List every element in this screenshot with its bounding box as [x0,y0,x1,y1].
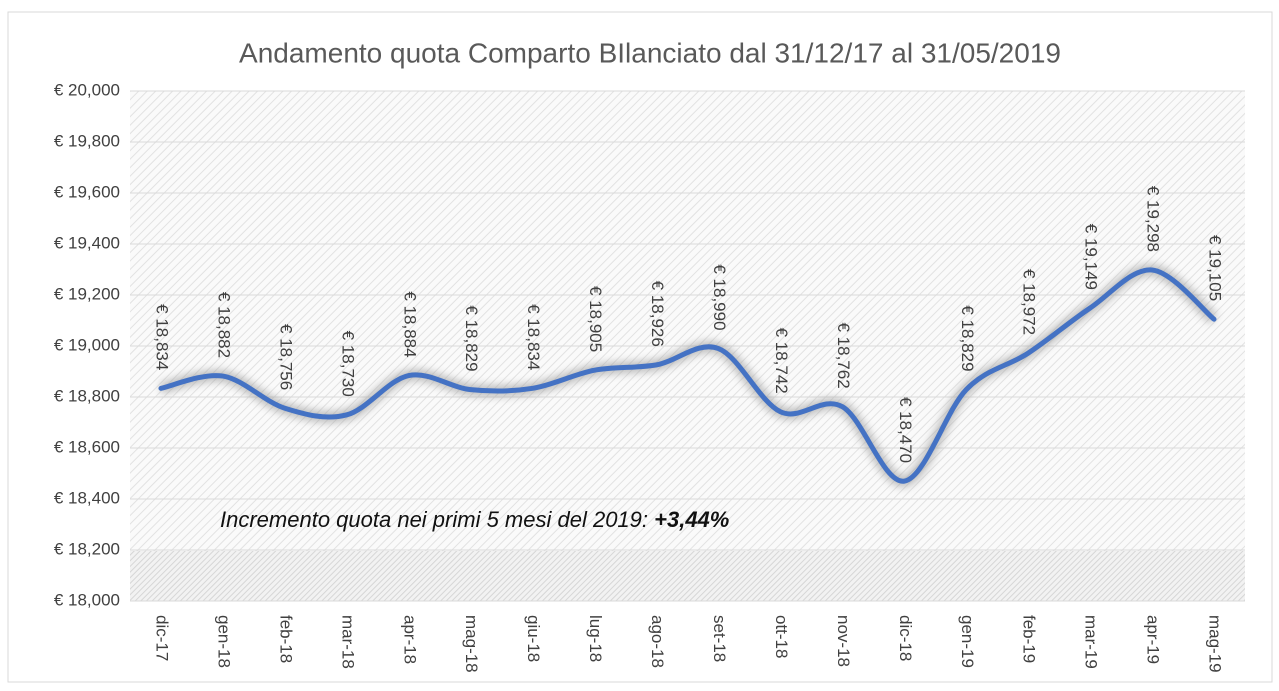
x-tick-label: feb-18 [276,615,295,663]
x-tick-label: mag-18 [462,615,481,673]
x-tick-label: dic-17 [152,615,171,661]
y-tick-label: € 18,400 [54,488,120,507]
data-label: € 18,884 [400,291,419,357]
x-tick-label: mag-19 [1206,615,1225,673]
x-tick-label: mar-18 [338,615,357,669]
y-tick-label: € 18,200 [54,539,120,558]
data-label: € 18,742 [772,328,791,394]
data-label: € 18,905 [586,286,605,352]
data-label: € 18,730 [338,331,357,397]
data-label: € 19,105 [1206,235,1225,301]
x-tick-label: apr-19 [1144,615,1163,664]
x-tick-label: nov-18 [834,615,853,667]
chart-title: Andamento quota Comparto BIlanciato dal … [239,37,1061,68]
data-label: € 19,149 [1082,224,1101,290]
annotation-highlight: +3,44% [654,507,729,532]
x-tick-label: ott-18 [772,615,791,658]
data-label: € 18,834 [524,304,543,370]
data-label: € 18,882 [214,292,233,358]
x-tick-label: dic-18 [896,615,915,661]
x-tick-label: apr-18 [400,615,419,664]
x-tick-label: feb-19 [1020,615,1039,663]
plot-background [130,91,1245,551]
y-tick-label: € 18,800 [54,386,120,405]
y-tick-label: € 20,000 [54,80,120,99]
y-tick-label: € 19,000 [54,335,120,354]
y-tick-label: € 19,400 [54,233,120,252]
y-tick-label: € 18,600 [54,437,120,456]
x-tick-label: gen-18 [214,615,233,668]
line [158,267,1217,484]
y-tick-label: € 19,800 [54,131,120,150]
x-tick-label: gen-19 [958,615,977,668]
data-label: € 18,990 [710,264,729,330]
x-tick-label: set-18 [710,615,729,662]
data-label: € 18,829 [462,305,481,371]
data-label: € 18,829 [958,305,977,371]
x-tick-label: mar-19 [1082,615,1101,669]
data-label: € 18,834 [152,304,171,370]
y-tick-label: € 19,600 [54,182,120,201]
data-label: € 18,756 [276,324,295,390]
data-label: € 18,972 [1020,269,1039,335]
annotation: Incremento quota nei primi 5 mesi del 20… [220,507,654,532]
y-tick-label: € 18,000 [54,590,120,609]
data-label: € 19,298 [1144,186,1163,252]
plot-background-low [130,551,1245,601]
x-tick-label: ago-18 [648,615,667,668]
x-tick-label: lug-18 [586,615,605,662]
x-tick-label: giu-18 [524,615,543,662]
data-label: € 18,926 [648,281,667,347]
annotation-group: Incremento quota nei primi 5 mesi del 20… [220,507,729,532]
data-label: € 18,470 [896,397,915,463]
data-label: € 18,762 [834,323,853,389]
y-tick-label: € 19,200 [54,284,120,303]
